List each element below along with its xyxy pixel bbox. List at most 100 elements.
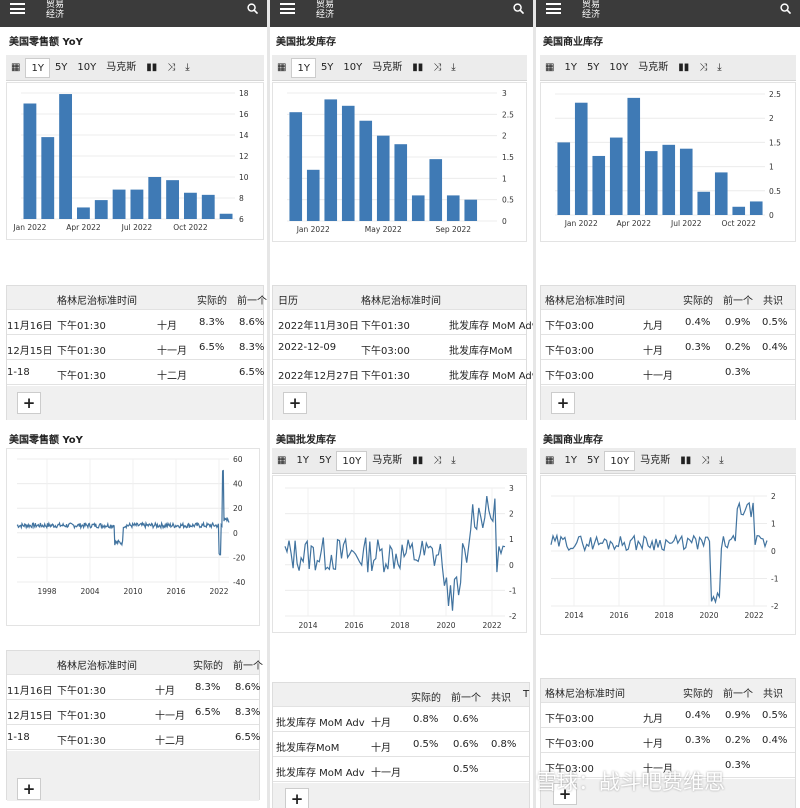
download-icon[interactable]: ⤓	[451, 61, 456, 73]
col-header: 前一个	[237, 296, 267, 307]
shuffle-icon[interactable]: ⤨	[167, 61, 176, 73]
y-tick-label: 0	[509, 561, 514, 570]
table-row[interactable]: 2022年12月27日 下午01:30 批发库存 MoM Adv	[273, 361, 533, 385]
x-tick-label: 2004	[80, 587, 99, 596]
range-max-button[interactable]: 马克斯	[372, 61, 403, 73]
add-button[interactable]: +	[17, 392, 41, 414]
calendar-icon[interactable]: ▦	[545, 454, 555, 466]
range-10y-button[interactable]: 10Y	[77, 61, 97, 73]
search-icon[interactable]	[247, 3, 258, 14]
shuffle-icon[interactable]: ⤨	[699, 61, 708, 73]
add-button[interactable]: +	[283, 392, 307, 414]
menu-icon[interactable]	[546, 3, 561, 14]
bar	[130, 189, 144, 219]
col-header: 格林尼治标准时间	[545, 689, 625, 700]
table-footer: +	[273, 783, 529, 808]
shuffle-icon[interactable]: ⤨	[433, 454, 442, 466]
range-10y-button[interactable]: 10Y	[343, 61, 363, 73]
table-row[interactable]: 下午03:00 九月 0.4% 0.9% 0.5%	[541, 311, 795, 335]
range-10y-button[interactable]: 10Y	[604, 450, 636, 471]
table-row[interactable]: 1-18 下午01:30 十二月 6.5%	[7, 726, 260, 750]
range-10y-button[interactable]: 10Y	[336, 450, 368, 471]
table-row[interactable]: 批发库存 MoM Adv 十月 0.8% 0.6%	[273, 708, 529, 732]
table-row[interactable]: 1-18 下午01:30 十二月 6.5%	[7, 361, 265, 385]
cell-previous: 6.5%	[239, 367, 265, 378]
add-button[interactable]: +	[285, 788, 309, 808]
brand-title[interactable]: 贸易 经济	[316, 0, 335, 20]
menu-icon[interactable]	[280, 3, 295, 14]
y-tick-label: 2	[769, 114, 774, 123]
cell-period: 十一月	[643, 764, 673, 775]
range-5y-button[interactable]: 5Y	[54, 61, 68, 73]
table-header: 实际的 前一个 共识 T	[273, 683, 529, 707]
table-row[interactable]: 批发库存 MoM Adv 十一月 0.5%	[273, 758, 529, 782]
calendar-icon[interactable]: ▦	[277, 454, 287, 466]
range-max-button[interactable]: 马克斯	[640, 454, 671, 466]
table-row[interactable]: 下午03:00 十一月 0.3%	[541, 361, 795, 385]
search-icon[interactable]	[780, 3, 791, 14]
download-icon[interactable]: ⤓	[451, 454, 456, 466]
table-row[interactable]: 批发库存MoM 十月 0.5% 0.6% 0.8%	[273, 733, 529, 757]
brand-title[interactable]: 贸易 经济	[582, 0, 601, 20]
cell-time: 下午01:30	[361, 371, 410, 382]
download-icon[interactable]: ⤓	[717, 61, 722, 73]
range-1y-button[interactable]: 1Y	[564, 454, 577, 466]
bar-chart-icon[interactable]: ▮▮	[680, 454, 692, 466]
bar-chart-icon[interactable]: ▮▮	[412, 454, 424, 466]
table-row[interactable]: 11月16日 下午01:30 十月 8.3% 8.6%	[7, 311, 264, 335]
table-row[interactable]: 12月15日 下午01:30 十一月 6.5% 8.3%	[7, 336, 264, 360]
range-max-button[interactable]: 马克斯	[106, 61, 137, 73]
table-row[interactable]: 2022-12-09 下午03:00 批发库存MoM	[273, 336, 526, 360]
range-1y-button[interactable]: 1Y	[296, 454, 309, 466]
table-row[interactable]: 2022年11月30日 下午01:30 批发库存 MoM Adv	[273, 311, 533, 335]
y-tick-label: 0	[769, 211, 774, 220]
table-row[interactable]: 12月15日 下午01:30 十一月 6.5% 8.3%	[7, 701, 260, 725]
bar-chart-icon[interactable]: ▮▮	[146, 61, 158, 73]
bar-chart-icon[interactable]: ▮▮	[678, 61, 690, 73]
range-max-button[interactable]: 马克斯	[638, 61, 669, 73]
calendar-icon[interactable]: ▦	[545, 61, 555, 73]
calendar-table: 格林尼治标准时间 实际的 前一个 11月16日 下午01:30 十月 8.3% …	[6, 650, 263, 801]
cell-period: 九月	[643, 321, 663, 332]
range-5y-button[interactable]: 5Y	[318, 454, 332, 466]
x-tick-label: Jul 2022	[121, 223, 153, 232]
shuffle-icon[interactable]: ⤨	[701, 454, 710, 466]
y-tick-label: 2	[502, 132, 507, 141]
cell-period: 十月	[155, 686, 175, 697]
cell-period: 十月	[643, 346, 663, 357]
table-row[interactable]: 下午03:00 十一月 0.3%	[541, 754, 795, 778]
cell-actual: 0.3%	[685, 342, 711, 353]
calendar-icon[interactable]: ▦	[277, 61, 287, 73]
menu-icon[interactable]	[10, 3, 25, 14]
col-header: 前一个	[723, 296, 753, 307]
range-5y-button[interactable]: 5Y	[320, 61, 334, 73]
add-button[interactable]: +	[553, 783, 577, 805]
search-icon[interactable]	[513, 3, 524, 14]
x-tick-label: 2018	[654, 611, 673, 620]
table-row[interactable]: 下午03:00 九月 0.4% 0.9% 0.5%	[541, 704, 795, 728]
range-1y-button[interactable]: 1Y	[291, 57, 316, 78]
download-icon[interactable]: ⤓	[719, 454, 724, 466]
table-row[interactable]: 下午03:00 十月 0.3% 0.2% 0.4%	[541, 336, 795, 360]
add-button[interactable]: +	[17, 778, 41, 800]
x-tick-label: 2016	[166, 587, 185, 596]
range-1y-button[interactable]: 1Y	[25, 57, 50, 78]
download-icon[interactable]: ⤓	[185, 61, 190, 73]
cell-date: 11月16日	[7, 686, 53, 697]
table-row[interactable]: 下午03:00 十月 0.3% 0.2% 0.4%	[541, 729, 795, 753]
range-max-button[interactable]: 马克斯	[372, 454, 403, 466]
bar-chart-icon[interactable]: ▮▮	[412, 61, 424, 73]
table-row[interactable]: 11月16日 下午01:30 十月 8.3% 8.6%	[7, 676, 260, 700]
shuffle-icon[interactable]: ⤨	[433, 61, 442, 73]
cell-event: 批发库存 MoM Adv	[276, 718, 365, 729]
brand-title[interactable]: 贸易 经济	[46, 0, 65, 20]
range-5y-button[interactable]: 5Y	[586, 61, 600, 73]
cell-previous: 0.9%	[725, 710, 751, 721]
range-10y-button[interactable]: 10Y	[609, 61, 629, 73]
range-5y-button[interactable]: 5Y	[586, 454, 600, 466]
range-1y-button[interactable]: 1Y	[564, 61, 577, 73]
cell-period: 十一月	[157, 346, 187, 357]
add-button[interactable]: +	[551, 392, 575, 414]
bar	[201, 194, 215, 219]
calendar-icon[interactable]: ▦	[11, 61, 21, 73]
